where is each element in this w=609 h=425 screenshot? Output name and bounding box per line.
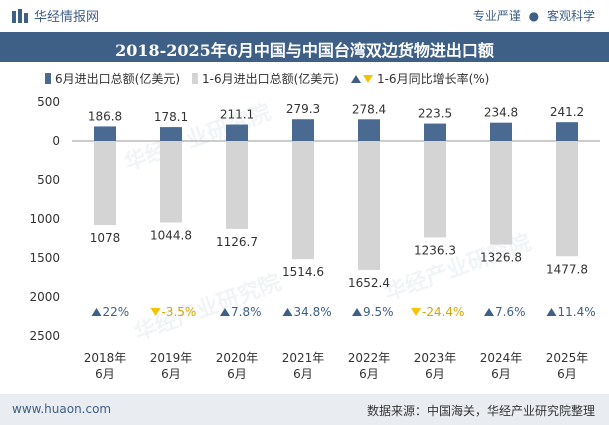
growth-label: 7.8%: [231, 305, 262, 319]
y-tick-label: 1500: [29, 251, 60, 265]
legend-ytd: 1-6月进出口总额(亿美元): [192, 70, 339, 87]
june-value-label: 241.2: [550, 105, 584, 119]
top-bar: 华经情报网 专业严谨 ● 客观科学: [0, 0, 609, 32]
ytd-bar: [490, 141, 512, 245]
june-value-label: 234.8: [484, 106, 518, 120]
footer: www.huaon.com 数据来源：中国海关，华经产业研究院整理: [0, 394, 609, 425]
legend-down-triangle-icon: [362, 74, 373, 83]
growth-up-triangle-icon: [282, 308, 293, 316]
growth-up-triangle-icon: [91, 308, 102, 316]
legend-ytd-label: 1-6月进出口总额(亿美元): [202, 72, 339, 86]
x-tick-label-year: 2018年: [84, 351, 127, 365]
growth-up-triangle-icon: [546, 308, 557, 316]
ytd-bar: [94, 141, 116, 226]
x-tick-label-year: 2022年: [348, 351, 391, 365]
ytd-bar: [358, 141, 380, 270]
ytd-bar: [292, 141, 314, 260]
june-value-label: 278.4: [352, 102, 386, 116]
june-bar: [160, 127, 182, 141]
june-value-label: 223.5: [418, 107, 452, 121]
x-tick-label-month: 6月: [227, 367, 247, 381]
ytd-value-label: 1126.7: [216, 235, 258, 249]
x-tick-label-year: 2019年: [150, 351, 193, 365]
brand-logo-icon: [12, 8, 28, 23]
ytd-bar: [226, 141, 248, 229]
june-value-label: 279.3: [286, 102, 320, 116]
june-value-label: 186.8: [88, 109, 122, 123]
x-tick-label-month: 6月: [161, 367, 181, 381]
legend-june: 6月进出口总额(亿美元): [45, 70, 180, 87]
june-bar: [358, 119, 380, 141]
x-tick-label-year: 2020年: [216, 351, 259, 365]
june-bar: [556, 122, 578, 141]
y-tick-label: 2500: [29, 329, 60, 343]
footer-website[interactable]: www.huaon.com: [12, 402, 112, 416]
june-bar: [490, 122, 512, 141]
growth-label: 9.5%: [363, 305, 394, 319]
ytd-bar: [160, 141, 182, 223]
title-bar: 2018-2025年6月中国与中国台湾双边货物进出口额: [0, 32, 609, 62]
growth-label: 22%: [103, 305, 130, 319]
legend-june-label: 6月进出口总额(亿美元): [55, 72, 180, 86]
ytd-value-label: 1236.3: [414, 243, 456, 257]
growth-label: 34.8%: [294, 305, 332, 319]
ytd-value-label: 1078: [90, 231, 121, 245]
chart-title: 2018-2025年6月中国与中国台湾双边货物进出口额: [115, 41, 494, 60]
june-bar: [94, 126, 116, 141]
footer-source: 数据来源：中国海关，华经产业研究院整理: [366, 404, 595, 418]
ytd-value-label: 1477.8: [546, 262, 588, 276]
ytd-bar: [424, 141, 446, 238]
x-tick-label-month: 6月: [293, 367, 313, 381]
slogan-1: 专业严谨: [472, 9, 521, 23]
x-tick-label-month: 6月: [95, 367, 115, 381]
growth-down-triangle-icon: [411, 308, 421, 316]
y-tick-label: 0: [52, 134, 60, 148]
ytd-value-label: 1326.8: [480, 250, 522, 264]
legend-growth: 1-6月同比增长率(%): [350, 70, 490, 87]
x-tick-label-year: 2024年: [480, 351, 523, 365]
x-tick-label-year: 2025年: [546, 351, 589, 365]
legend-june-swatch: [45, 73, 51, 84]
ytd-bar: [556, 141, 578, 257]
june-value-label: 211.1: [220, 108, 254, 122]
chart-canvas: 500 0 500 1000 1500 2000 2500 186.8 1078 22% 2018年…: [29, 95, 600, 381]
ytd-value-label: 1514.6: [282, 265, 324, 279]
x-tick-label-month: 6月: [557, 367, 577, 381]
growth-label: -24.4%: [422, 305, 464, 319]
growth-down-triangle-icon: [150, 308, 161, 316]
brand[interactable]: 华经情报网: [12, 6, 99, 25]
y-tick-label: 500: [37, 173, 60, 187]
slogan: 专业严谨 ● 客观科学: [473, 7, 595, 24]
legend-growth-label: 1-6月同比增长率(%): [376, 72, 490, 86]
growth-up-triangle-icon: [220, 308, 230, 316]
y-tick-label: 1000: [29, 212, 60, 226]
y-tick-label: 2000: [29, 290, 60, 304]
x-tick-label-year: 2021年: [282, 351, 325, 365]
slogan-2: 客观科学: [546, 9, 595, 23]
june-bar: [424, 123, 446, 141]
june-value-label: 178.1: [154, 110, 188, 124]
growth-label: -3.5%: [162, 305, 197, 319]
brand-name: 华经情报网: [34, 10, 100, 25]
legend-up-triangle-icon: [350, 74, 361, 83]
x-tick-label-month: 6月: [359, 367, 379, 381]
x-tick-label-year: 2023年: [414, 351, 457, 365]
growth-up-triangle-icon: [352, 308, 362, 316]
x-tick-label-month: 6月: [491, 367, 511, 381]
june-bar: [226, 124, 248, 141]
legend: 6月进出口总额(亿美元) 1-6月进出口总额(亿美元) 1-6月同比增长率(%): [45, 70, 501, 87]
legend-ytd-swatch: [192, 73, 198, 84]
slogan-separator: ●: [528, 9, 540, 23]
ytd-value-label: 1652.4: [348, 276, 390, 290]
ytd-value-label: 1044.8: [150, 228, 192, 242]
growth-label: 7.6%: [495, 305, 526, 319]
growth-up-triangle-icon: [484, 308, 494, 316]
june-bar: [292, 119, 314, 141]
x-tick-label-month: 6月: [425, 367, 445, 381]
growth-label: 11.4%: [558, 305, 596, 319]
y-tick-label: 500: [37, 95, 60, 109]
